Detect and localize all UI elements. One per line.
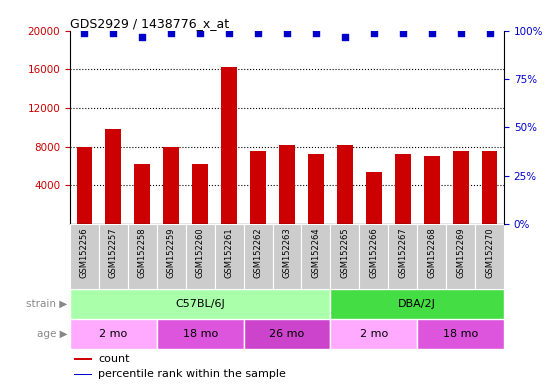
Bar — [74, 358, 92, 359]
Bar — [70, 319, 157, 349]
Bar — [337, 145, 353, 224]
Bar — [452, 151, 469, 224]
Text: GSM152268: GSM152268 — [427, 227, 436, 278]
Bar — [134, 164, 150, 224]
Point — [196, 30, 205, 36]
Bar — [301, 224, 330, 289]
Point — [398, 30, 407, 36]
Bar — [330, 319, 417, 349]
Text: GSM152261: GSM152261 — [225, 227, 234, 278]
Text: 2 mo: 2 mo — [360, 329, 388, 339]
Bar — [192, 164, 208, 224]
Bar — [214, 224, 244, 289]
Point — [167, 30, 176, 36]
Bar — [482, 151, 497, 224]
Text: GSM152256: GSM152256 — [80, 227, 89, 278]
Text: GSM152266: GSM152266 — [369, 227, 379, 278]
Bar — [244, 319, 330, 349]
Bar — [388, 224, 417, 289]
Point — [369, 30, 378, 36]
Text: GSM152259: GSM152259 — [167, 227, 176, 278]
Text: GSM152270: GSM152270 — [485, 227, 494, 278]
Text: age ▶: age ▶ — [36, 329, 67, 339]
Bar — [77, 147, 92, 224]
Bar — [99, 224, 128, 289]
Bar — [279, 145, 295, 224]
Text: strain ▶: strain ▶ — [26, 299, 67, 309]
Bar — [475, 224, 504, 289]
Text: GSM152263: GSM152263 — [282, 227, 292, 278]
Bar — [244, 224, 273, 289]
Bar — [417, 319, 504, 349]
Bar — [446, 224, 475, 289]
Bar — [330, 289, 504, 319]
Point — [282, 30, 291, 36]
Text: 2 mo: 2 mo — [99, 329, 128, 339]
Bar — [128, 224, 157, 289]
Point — [456, 30, 465, 36]
Point — [138, 33, 147, 40]
Text: 18 mo: 18 mo — [443, 329, 478, 339]
Bar — [330, 224, 360, 289]
Text: C57BL/6J: C57BL/6J — [175, 299, 225, 309]
Text: GDS2929 / 1438776_x_at: GDS2929 / 1438776_x_at — [70, 17, 229, 30]
Point — [485, 30, 494, 36]
Text: count: count — [98, 354, 130, 364]
Bar — [74, 374, 92, 375]
Bar — [424, 156, 440, 224]
Text: GSM152258: GSM152258 — [138, 227, 147, 278]
Bar — [70, 224, 99, 289]
Bar — [360, 224, 388, 289]
Text: GSM152262: GSM152262 — [254, 227, 263, 278]
Text: GSM152257: GSM152257 — [109, 227, 118, 278]
Text: GSM152269: GSM152269 — [456, 227, 465, 278]
Bar — [157, 319, 244, 349]
Point — [311, 30, 320, 36]
Bar — [273, 224, 301, 289]
Point — [225, 30, 234, 36]
Bar — [417, 224, 446, 289]
Bar — [221, 68, 237, 224]
Text: GSM152267: GSM152267 — [398, 227, 407, 278]
Bar — [366, 172, 382, 224]
Point — [109, 30, 118, 36]
Bar — [186, 224, 214, 289]
Text: 26 mo: 26 mo — [269, 329, 305, 339]
Text: GSM152264: GSM152264 — [311, 227, 320, 278]
Bar — [70, 289, 330, 319]
Bar — [164, 147, 179, 224]
Text: percentile rank within the sample: percentile rank within the sample — [98, 369, 286, 379]
Text: GSM152265: GSM152265 — [340, 227, 349, 278]
Bar — [157, 224, 186, 289]
Bar — [250, 151, 266, 224]
Point — [427, 30, 436, 36]
Bar — [308, 154, 324, 224]
Text: GSM152260: GSM152260 — [195, 227, 205, 278]
Text: 18 mo: 18 mo — [183, 329, 218, 339]
Point — [254, 30, 263, 36]
Point — [80, 30, 89, 36]
Bar — [105, 129, 122, 224]
Bar — [395, 154, 410, 224]
Point — [340, 33, 349, 40]
Text: DBA/2J: DBA/2J — [398, 299, 436, 309]
